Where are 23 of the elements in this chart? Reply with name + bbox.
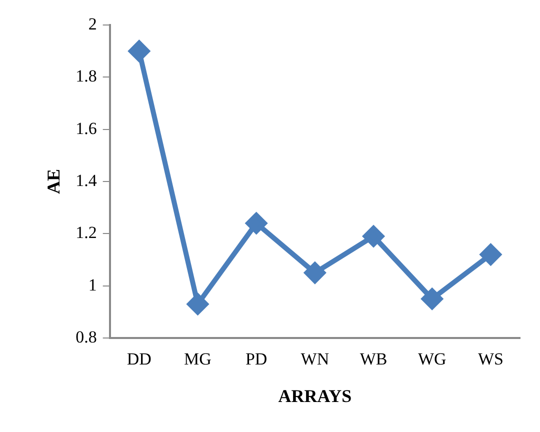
y-tick-label: 1 (88, 275, 97, 294)
x-tick-label: WB (360, 350, 388, 369)
point (246, 212, 267, 234)
point (128, 40, 150, 62)
y-tick-label: 1.2 (76, 223, 97, 242)
y-tick-label: 1.8 (76, 66, 97, 86)
point (187, 294, 208, 315)
y-tick-label: 1.6 (76, 118, 97, 138)
x-axis-title: ARRAYS (278, 386, 352, 406)
x-tick-label: DD (126, 350, 152, 369)
x-tick-label: WN (300, 350, 330, 369)
point (304, 262, 326, 284)
x-tick-label: WG (418, 350, 446, 369)
point (480, 244, 502, 266)
x-tick-label: WS (478, 350, 504, 369)
y-tick-label: 0.8 (76, 327, 97, 346)
y-axis-title: AE (43, 168, 64, 194)
x-tick-label: MG (184, 350, 212, 369)
y-tick-label: 1.4 (76, 170, 98, 190)
x-tick-label: PD (245, 350, 268, 369)
point (363, 226, 384, 247)
y-tick-label: 2 (88, 14, 97, 34)
point (422, 288, 443, 310)
